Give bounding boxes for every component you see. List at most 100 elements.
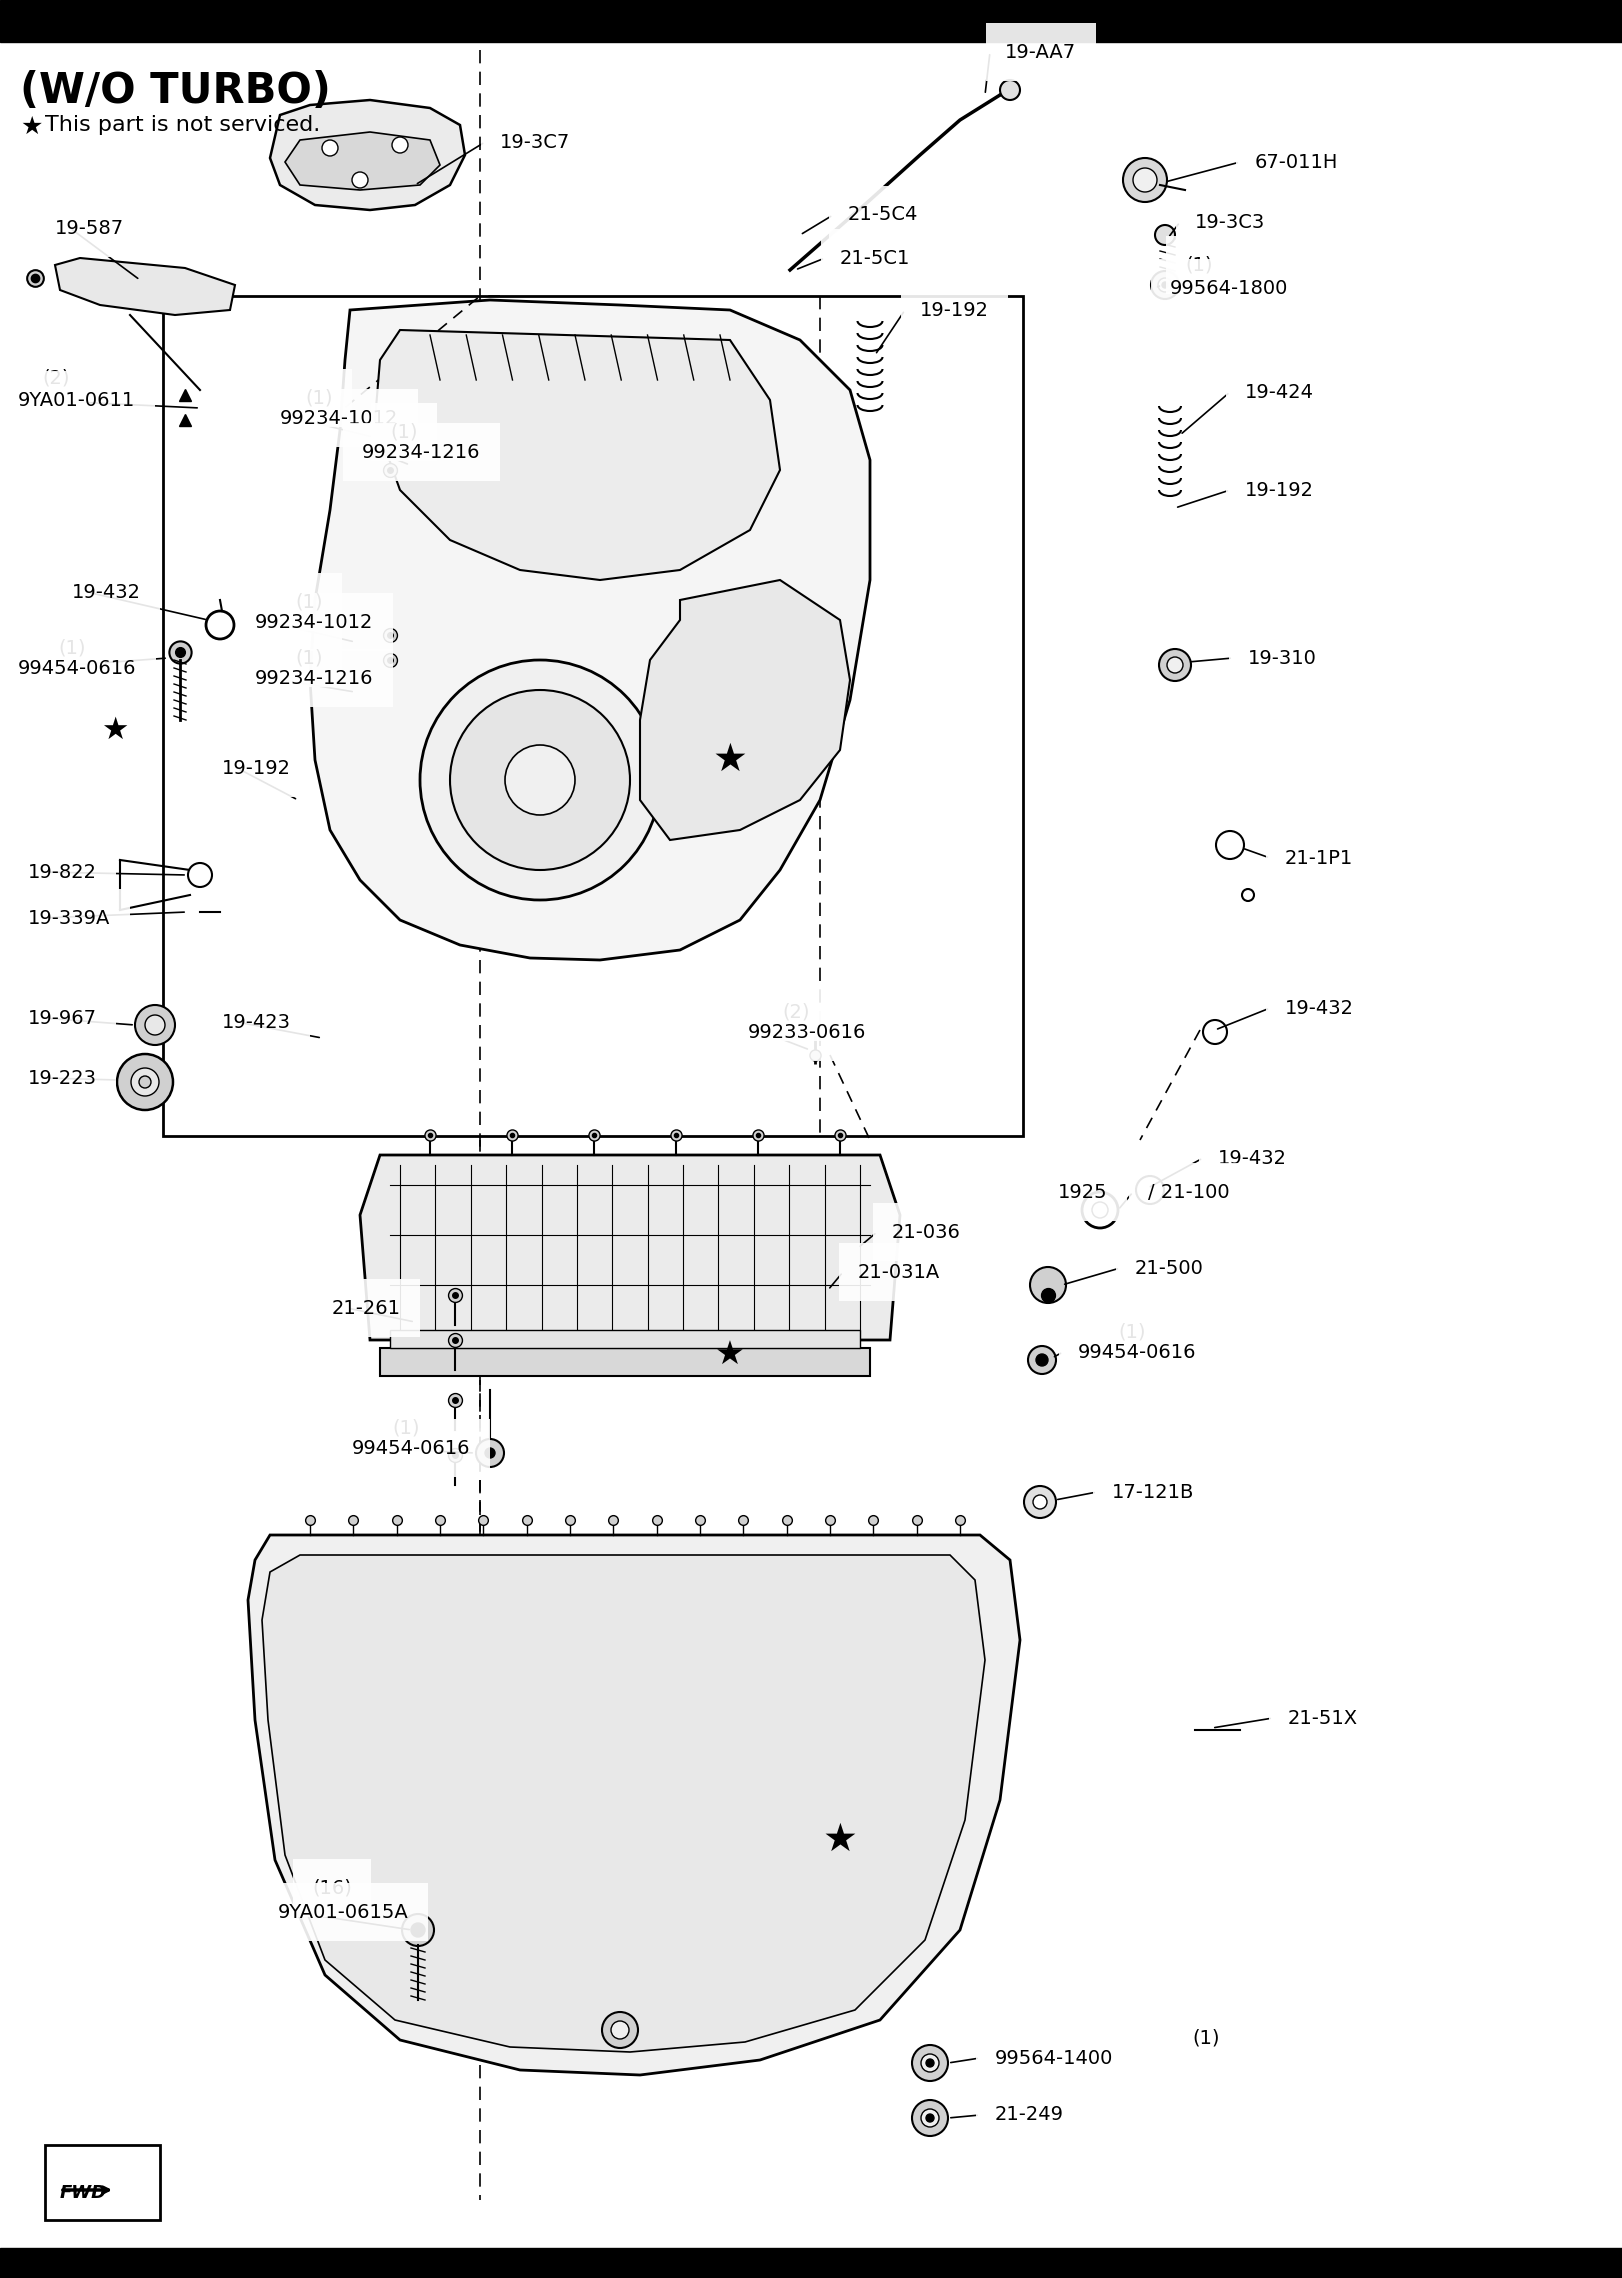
Text: ★: ★ (822, 1820, 858, 1859)
Circle shape (1028, 1346, 1056, 1374)
Polygon shape (641, 581, 850, 841)
Circle shape (144, 1016, 165, 1034)
Circle shape (1092, 1203, 1108, 1219)
Circle shape (1030, 1267, 1066, 1303)
Text: (1): (1) (295, 649, 323, 667)
Text: 99234-1216: 99234-1216 (255, 667, 373, 688)
Circle shape (611, 2021, 629, 2039)
Circle shape (393, 137, 409, 153)
Circle shape (504, 745, 576, 816)
Circle shape (1216, 831, 1244, 859)
Circle shape (1152, 271, 1179, 298)
Text: This part is not serviced.: This part is not serviced. (45, 114, 320, 134)
Circle shape (1155, 226, 1174, 246)
Bar (0, 0, 1622, 41)
Circle shape (352, 173, 368, 189)
Text: 19-424: 19-424 (1246, 383, 1314, 401)
Text: 19-192: 19-192 (222, 759, 290, 777)
Text: 99454-0616: 99454-0616 (18, 658, 136, 677)
Text: 19-432: 19-432 (1285, 998, 1354, 1018)
Text: (1): (1) (393, 1419, 420, 1437)
Circle shape (1135, 1175, 1165, 1205)
Text: 21-5C1: 21-5C1 (840, 248, 910, 267)
Polygon shape (285, 132, 440, 189)
Text: (1): (1) (58, 638, 86, 658)
Bar (45, 2146, 161, 2221)
Circle shape (912, 2046, 947, 2082)
Text: (2): (2) (782, 1002, 809, 1021)
Text: FWD: FWD (60, 2185, 107, 2203)
Circle shape (1158, 278, 1173, 292)
Text: ★: ★ (101, 715, 128, 745)
Polygon shape (310, 301, 869, 959)
Text: 99234-1216: 99234-1216 (362, 442, 480, 462)
Circle shape (926, 2114, 934, 2123)
Circle shape (926, 2059, 934, 2066)
Bar (0, 2248, 1622, 2278)
Text: 99454-0616: 99454-0616 (1079, 1342, 1197, 1362)
Text: 1925: 1925 (1058, 1182, 1108, 1201)
Circle shape (602, 2011, 637, 2048)
Text: (2): (2) (42, 369, 70, 387)
Text: 9YA01-0611: 9YA01-0611 (18, 390, 135, 410)
Text: 19-3C3: 19-3C3 (1195, 212, 1265, 232)
Text: 19-AA7: 19-AA7 (1006, 43, 1075, 62)
Bar (162, 296, 1023, 1137)
Text: 19-822: 19-822 (28, 863, 97, 882)
Polygon shape (360, 1155, 900, 1339)
Text: 19-3C7: 19-3C7 (500, 132, 571, 153)
Circle shape (1023, 1485, 1056, 1517)
Text: 21-5C4: 21-5C4 (848, 205, 918, 226)
Text: 21-500: 21-500 (1135, 1257, 1204, 1278)
Text: 21-031A: 21-031A (858, 1262, 941, 1283)
Circle shape (912, 2100, 947, 2137)
Bar (380, 1349, 869, 1376)
Text: 21-036: 21-036 (892, 1223, 960, 1242)
Text: 21-261: 21-261 (333, 1298, 401, 1317)
Text: (1): (1) (1118, 1324, 1145, 1342)
Text: 99564-1800: 99564-1800 (1169, 278, 1288, 298)
Text: 21-249: 21-249 (994, 2105, 1064, 2125)
Bar (389, 1330, 860, 1349)
Circle shape (410, 1923, 425, 1936)
Circle shape (449, 690, 629, 870)
Polygon shape (263, 1556, 985, 2052)
Text: (1): (1) (1192, 2027, 1220, 2048)
Circle shape (1036, 1353, 1048, 1367)
Text: (16): (16) (311, 1879, 352, 1898)
Text: 99454-0616: 99454-0616 (352, 1437, 470, 1458)
Circle shape (921, 2109, 939, 2128)
Text: 99234-1012: 99234-1012 (255, 613, 373, 631)
Circle shape (1204, 1021, 1226, 1043)
Text: ★: ★ (19, 114, 42, 139)
Circle shape (420, 661, 660, 900)
Circle shape (402, 1914, 435, 1945)
Text: 9YA01-0615A: 9YA01-0615A (277, 1902, 409, 1923)
Text: (1): (1) (389, 421, 417, 442)
Text: 19-432: 19-432 (1218, 1148, 1286, 1169)
Text: 19-967: 19-967 (28, 1009, 97, 1027)
Text: 19-587: 19-587 (55, 219, 125, 237)
Circle shape (1033, 1494, 1046, 1508)
Text: 19-192: 19-192 (1246, 481, 1314, 499)
Text: 99233-0616: 99233-0616 (748, 1023, 866, 1041)
Circle shape (475, 1440, 504, 1467)
Polygon shape (55, 257, 235, 314)
Circle shape (1082, 1191, 1118, 1228)
Circle shape (131, 1068, 159, 1096)
Text: 19-423: 19-423 (222, 1011, 290, 1032)
Text: 19-339A: 19-339A (28, 909, 110, 927)
Circle shape (1001, 80, 1020, 100)
Polygon shape (248, 1535, 1020, 2075)
Text: (1): (1) (1186, 255, 1213, 276)
Polygon shape (269, 100, 466, 210)
Text: 99564-1400: 99564-1400 (994, 2048, 1113, 2068)
Text: 21-1P1: 21-1P1 (1285, 847, 1353, 868)
Text: 19-432: 19-432 (71, 583, 141, 601)
Circle shape (1134, 169, 1156, 191)
Circle shape (117, 1055, 174, 1109)
Text: 21-51X: 21-51X (1288, 1708, 1358, 1727)
Text: ★: ★ (712, 740, 748, 779)
Text: / 21-100: / 21-100 (1148, 1182, 1229, 1201)
Circle shape (139, 1075, 151, 1089)
